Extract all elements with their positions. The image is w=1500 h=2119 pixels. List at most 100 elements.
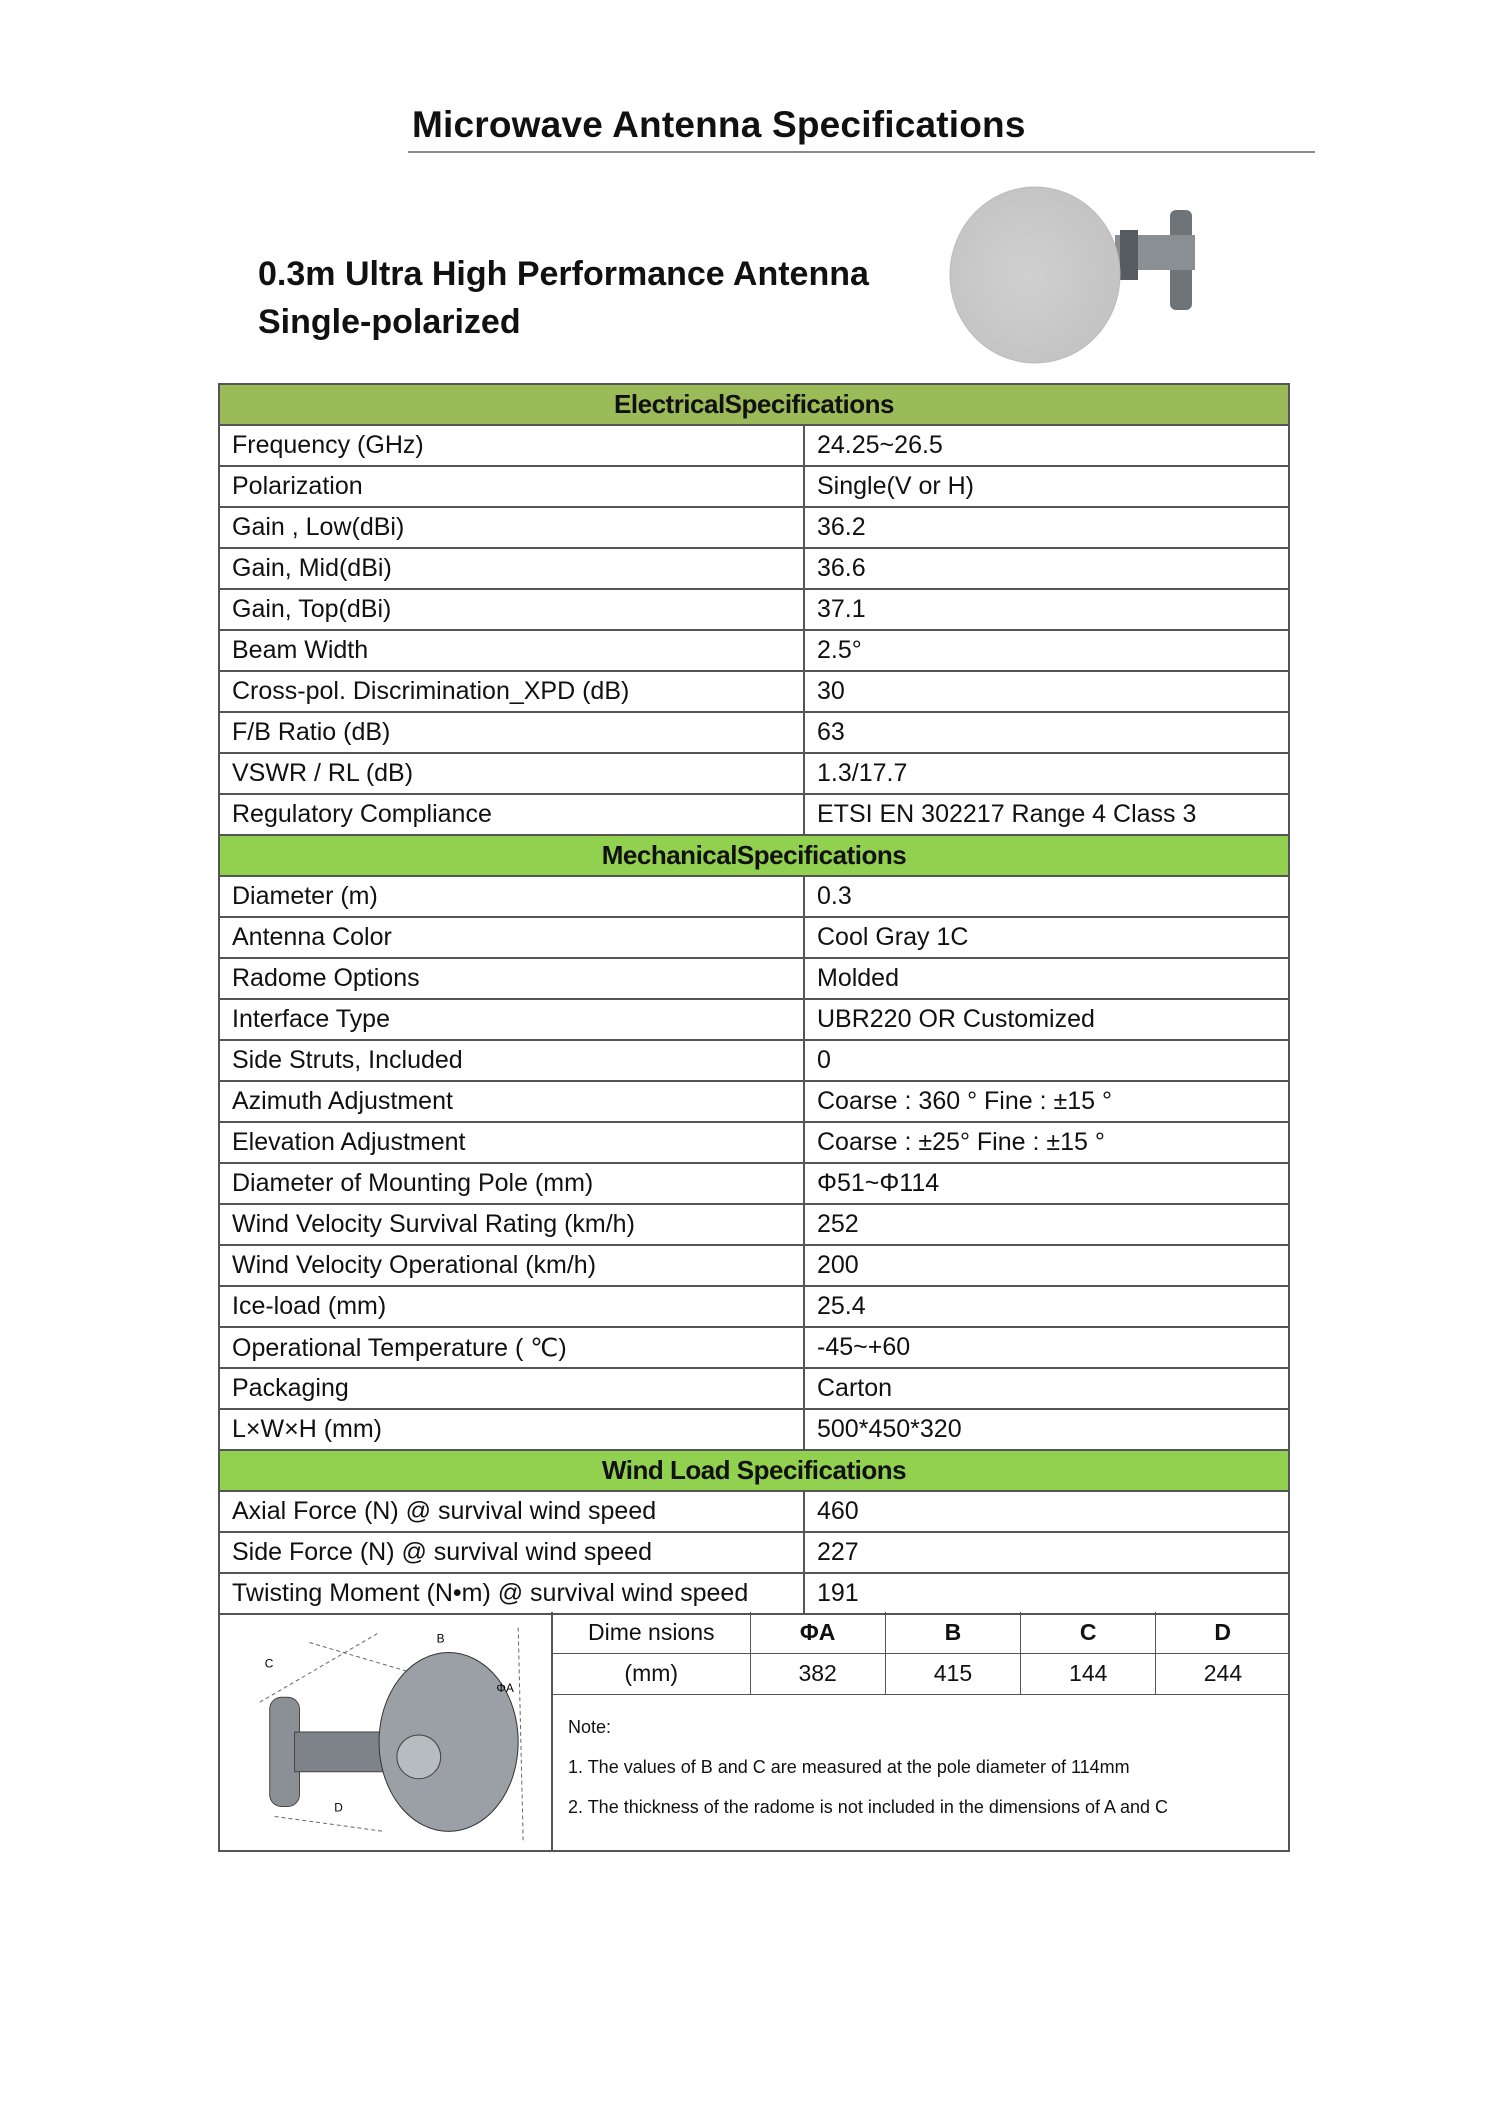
spec-label: Gain , Low(dBi)	[218, 506, 805, 549]
spec-value: 191	[803, 1572, 1290, 1615]
spec-label: Diameter (m)	[218, 875, 805, 918]
table-row: Antenna Color Cool Gray 1C	[218, 916, 1290, 959]
table-row: Operational Temperature ( ℃) -45~+60	[218, 1326, 1290, 1369]
table-row: Gain , Low(dBi) 36.2	[218, 506, 1290, 549]
spec-value: 36.6	[803, 547, 1290, 590]
dimension-diagram: B C ΦA D	[259, 1612, 553, 1850]
product-title-line2: Single-polarized	[258, 303, 521, 341]
note-item: 1. The values of B and C are measured at…	[568, 1757, 1130, 1777]
spec-label: Wind Velocity Survival Rating (km/h)	[218, 1203, 805, 1246]
title-underline	[408, 151, 1315, 153]
table-row: Polarization Single(V or H)	[218, 465, 1290, 508]
spec-value: 36.2	[803, 506, 1290, 549]
table-row: Twisting Moment (N•m) @ survival wind sp…	[218, 1572, 1290, 1615]
section-title: ElectricalSpecifications	[218, 383, 1290, 426]
dimensions-table: Dime nsions ΦA B C D (mm) 382 415 144 24…	[553, 1612, 1290, 1695]
diagram-label-b: B	[437, 1632, 445, 1646]
table-row: L×W×H (mm) 500*450*320	[218, 1408, 1290, 1451]
spec-label: Polarization	[218, 465, 805, 508]
spec-label: Side Struts, Included	[218, 1039, 805, 1082]
spec-value: Molded	[803, 957, 1290, 1000]
spec-value: Coarse : 360 ° Fine : ±15 °	[803, 1080, 1290, 1123]
antenna-photo	[949, 186, 1195, 364]
spec-value: 0.3	[803, 875, 1290, 918]
page-title: Microwave Antenna Specifications	[412, 104, 1026, 145]
dim-header-c: C	[1020, 1612, 1157, 1654]
spec-value: 200	[803, 1244, 1290, 1287]
spec-label: Beam Width	[218, 629, 805, 672]
spec-value: 252	[803, 1203, 1290, 1246]
spec-label: Operational Temperature ( ℃)	[218, 1326, 805, 1369]
table-row: Packaging Carton	[218, 1367, 1290, 1410]
table-row: Side Force (N) @ survival wind speed 227	[218, 1531, 1290, 1574]
spec-value: UBR220 OR Customized	[803, 998, 1290, 1041]
spec-label: Regulatory Compliance	[218, 793, 805, 836]
product-title: 0.3m Ultra High Performance Antenna Sing…	[258, 250, 869, 346]
spec-label: VSWR / RL (dB)	[218, 752, 805, 795]
table-row: Radome Options Molded	[218, 957, 1290, 1000]
table-row: Axial Force (N) @ survival wind speed 460	[218, 1490, 1290, 1533]
spec-label: Wind Velocity Operational (km/h)	[218, 1244, 805, 1287]
dimensions-section: B C ΦA D Dime nsions ΦA B C D (mm) 382 4…	[218, 1612, 1290, 1852]
dim-header-a: ΦA	[749, 1612, 886, 1654]
spec-label: Axial Force (N) @ survival wind speed	[218, 1490, 805, 1533]
spec-value: Carton	[803, 1367, 1290, 1410]
spec-label: Gain, Mid(dBi)	[218, 547, 805, 590]
table-row: Elevation Adjustment Coarse : ±25° Fine :…	[218, 1121, 1290, 1164]
spec-value: 1.3/17.7	[803, 752, 1290, 795]
section-header: Wind Load Specifications	[218, 1449, 1290, 1492]
section-header: MechanicalSpecifications	[218, 834, 1290, 877]
spec-value: ETSI EN 302217 Range 4 Class 3	[803, 793, 1290, 836]
dim-header-b: B	[884, 1612, 1022, 1654]
section-header: ElectricalSpecifications	[218, 383, 1290, 426]
diagram-label-d: D	[334, 1801, 343, 1815]
spec-table: ElectricalSpecifications Frequency (GHz) 2…	[218, 383, 1290, 1615]
spec-value: 30	[803, 670, 1290, 713]
section-title: MechanicalSpecifications	[218, 834, 1290, 877]
spec-label: Side Force (N) @ survival wind speed	[218, 1531, 805, 1574]
table-row: Cross-pol. Discrimination_XPD (dB) 30	[218, 670, 1290, 713]
spec-label: Gain, Top(dBi)	[218, 588, 805, 631]
dim-header-d: D	[1155, 1612, 1290, 1654]
table-row: Wind Velocity Survival Rating (km/h) 252	[218, 1203, 1290, 1246]
spec-label: Twisting Moment (N•m) @ survival wind sp…	[218, 1572, 805, 1615]
table-row: Gain, Top(dBi) 37.1	[218, 588, 1290, 631]
spec-label: Diameter of Mounting Pole (mm)	[218, 1162, 805, 1205]
table-row: Diameter (m) 0.3	[218, 875, 1290, 918]
table-row: F/B Ratio (dB) 63	[218, 711, 1290, 754]
dim-value-a: 382	[749, 1653, 886, 1695]
table-row: Ice-load (mm) 25.4	[218, 1285, 1290, 1328]
spec-value: 0	[803, 1039, 1290, 1082]
spec-value: Cool Gray 1C	[803, 916, 1290, 959]
spec-value: Φ51~Φ114	[803, 1162, 1290, 1205]
spec-value: -45~+60	[803, 1326, 1290, 1369]
spec-label: Azimuth Adjustment	[218, 1080, 805, 1123]
dim-value-b: 415	[884, 1653, 1022, 1695]
spec-label: Interface Type	[218, 998, 805, 1041]
note-item: 2. The thickness of the radome is not in…	[568, 1797, 1169, 1817]
spec-label: L×W×H (mm)	[218, 1408, 805, 1451]
spec-label: Ice-load (mm)	[218, 1285, 805, 1328]
notes: Note: 1. The values of B and C are measu…	[568, 1707, 1168, 1827]
spec-value: 227	[803, 1531, 1290, 1574]
table-row: Wind Velocity Operational (km/h) 200	[218, 1244, 1290, 1287]
dim-value-c: 144	[1020, 1653, 1157, 1695]
notes-heading: Note:	[568, 1717, 612, 1737]
spec-label: Radome Options	[218, 957, 805, 1000]
table-row: Side Struts, Included 0	[218, 1039, 1290, 1082]
spec-value: 63	[803, 711, 1290, 754]
diagram-label-a: ΦA	[496, 1681, 513, 1695]
dim-value-d: 244	[1155, 1653, 1290, 1695]
table-row: Frequency (GHz) 24.25~26.5	[218, 424, 1290, 467]
spec-value: Coarse : ±25° Fine : ±15 °	[803, 1121, 1290, 1164]
table-row: Diameter of Mounting Pole (mm) Φ51~Φ114	[218, 1162, 1290, 1205]
spec-label: Packaging	[218, 1367, 805, 1410]
table-row: Azimuth Adjustment Coarse : 360 ° Fine : …	[218, 1080, 1290, 1123]
product-title-line1: 0.3m Ultra High Performance Antenna	[258, 255, 869, 293]
spec-value: 24.25~26.5	[803, 424, 1290, 467]
section-title: Wind Load Specifications	[218, 1449, 1290, 1492]
table-row: Beam Width 2.5°	[218, 629, 1290, 672]
spec-value: Single(V or H)	[803, 465, 1290, 508]
spec-value: 37.1	[803, 588, 1290, 631]
table-row: VSWR / RL (dB) 1.3/17.7	[218, 752, 1290, 795]
